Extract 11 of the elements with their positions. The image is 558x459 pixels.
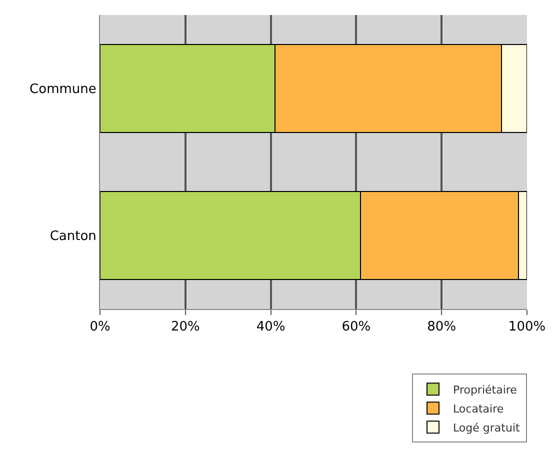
- x-tick-label: 60%: [342, 320, 371, 335]
- legend-label: Logé gratuit: [453, 421, 520, 434]
- x-tick-label: 100%: [508, 320, 546, 335]
- x-tick-label: 80%: [427, 320, 456, 335]
- y-tick-label: Canton: [50, 229, 96, 244]
- x-tick-label: 0%: [90, 320, 110, 335]
- y-tick-label: Commune: [30, 82, 96, 98]
- legend-label: Propriétaire: [453, 383, 518, 396]
- x-tick-label: 20%: [170, 320, 200, 335]
- x-tick-label: 40%: [256, 320, 286, 335]
- legend-label: Locataire: [453, 402, 504, 416]
